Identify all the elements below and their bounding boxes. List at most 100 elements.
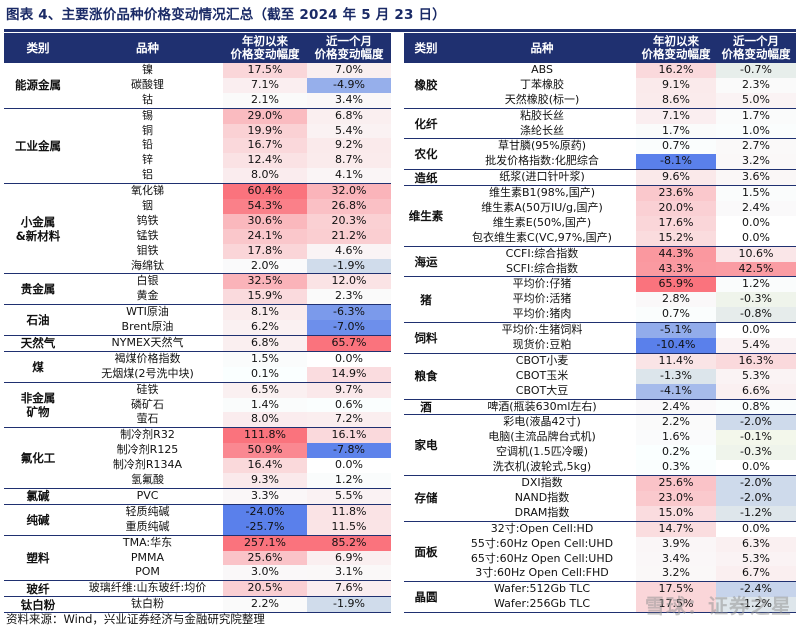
category-label: 煤 <box>32 359 44 374</box>
ytd-change-cell: 25.6% <box>636 476 716 491</box>
month-change-cell: -1.2% <box>716 597 796 613</box>
table-row: 锡 29.0% 6.8% <box>72 108 391 124</box>
table-row: 钼铁 17.8% 4.6% <box>72 243 391 259</box>
product-cell: 磷矿石 <box>131 397 164 411</box>
month-change-cell: 3.2% <box>716 154 796 170</box>
table-row: 海绵钛 2.0% -1.9% <box>72 258 391 274</box>
category-label: 钛白粉 <box>20 597 56 612</box>
header-month: 近一个月 价格变动幅度 <box>721 34 791 61</box>
table-row: CBOT玉米 -1.3% 5.3% <box>448 368 796 384</box>
category-label: 玻纤 <box>26 581 50 596</box>
ytd-change-cell: 1.6% <box>636 430 716 446</box>
ytd-change-cell: 25.6% <box>223 550 307 566</box>
month-change-cell: 7.6% <box>307 581 391 597</box>
table-row: POM 3.0% 3.1% <box>72 565 391 581</box>
product-cell: SCFI:综合指数 <box>506 261 578 275</box>
ytd-change-cell: 8.1% <box>223 305 307 321</box>
category-label: 石油 <box>26 313 50 328</box>
month-change-cell: 0.8% <box>716 399 796 415</box>
month-change-cell: 16.1% <box>307 428 391 444</box>
month-change-cell: -1.9% <box>307 258 391 274</box>
ytd-change-cell: 23.6% <box>636 186 716 202</box>
table-row: WTI原油 8.1% -6.3% <box>72 305 391 321</box>
product-cell: 锰铁 <box>136 228 159 242</box>
month-change-cell: 85.2% <box>307 535 391 551</box>
product-cell: 啤酒(瓶装630ml左右) <box>487 399 597 413</box>
product-cell: PMMA <box>130 550 165 564</box>
month-change-cell: -4.9% <box>307 77 391 93</box>
month-change-cell: -0.1% <box>716 430 796 446</box>
category-label: 存储 <box>414 491 438 506</box>
table-row: 天然橡胶(标一) 8.6% 5.0% <box>448 92 796 108</box>
product-cell: 平均价:猪肉 <box>512 307 572 321</box>
category-label: 家电 <box>414 438 438 453</box>
ytd-change-cell: -1.3% <box>636 368 716 384</box>
month-change-cell: -1.2% <box>716 505 796 521</box>
table-row: 萤石 8.0% 7.2% <box>72 412 391 428</box>
category-label: 工业金属 <box>15 138 61 153</box>
ytd-change-cell: 20.0% <box>636 201 716 216</box>
month-change-cell: 0.0% <box>742 215 770 229</box>
product-cell: 碳酸锂 <box>131 77 164 91</box>
month-change-cell: 4.6% <box>307 243 391 259</box>
table-row: 平均价:活猪 2.8% -0.3% <box>448 292 796 308</box>
category-group: 橡胶 ABS 16.2% -0.7% 丁苯橡胶 9.1% 2.3% 天然橡胶(标一) 8.6% 5… <box>404 63 796 109</box>
month-change-cell: 21.2% <box>307 228 391 244</box>
category-group: 氟化工 制冷剂R32 111.8% 16.1% 制冷剂R125 50.9% -7.8% 制冷剂… <box>4 428 391 489</box>
category-group: 纯碱 轻质纯碱 -24.0% 11.8% 重质纯碱 -25.7% 11.5% <box>4 504 391 536</box>
month-change-cell: -7.0% <box>307 320 391 336</box>
ytd-change-cell: 23.0% <box>636 490 716 506</box>
month-change-cell: 2.3% <box>716 77 796 93</box>
table-row: 轻质纯碱 -24.0% 11.8% <box>72 504 391 520</box>
product-cell: 55寸:60Hz Open Cell:UHD <box>470 536 614 550</box>
category-group: 能源金属 镍 17.5% 7.0% 碳酸锂 7.1% -4.9% 钴 2.1% 3.4% <box>4 63 391 109</box>
ytd-change-cell: 20.5% <box>223 581 307 597</box>
table-row: 批发价格指数:化肥综合 -8.1% 3.2% <box>448 154 796 170</box>
product-cell: Wafer:256Gb TLC <box>493 597 591 611</box>
product-cell: 硅铁 <box>136 382 159 396</box>
ytd-change-cell: 9.6% <box>636 170 716 186</box>
table-row: 铜 19.9% 5.4% <box>72 123 391 139</box>
month-change-cell: -0.3% <box>716 292 796 308</box>
ytd-change-cell: 15.9% <box>223 289 307 305</box>
month-change-cell: 5.5% <box>307 488 391 504</box>
table-row: 洗衣机(波轮式,5kg) 0.3% 0.0% <box>448 460 796 476</box>
product-cell: 铝 <box>142 168 153 182</box>
category-label: 面板 <box>414 544 438 559</box>
category-group: 维生素 维生素B1(98%,国产) 23.6% 1.5% 维生素A(50万IU/g,国产… <box>404 186 796 247</box>
product-cell: 锡 <box>142 108 153 122</box>
product-cell: 天然橡胶(标一) <box>504 92 580 106</box>
month-change-cell: 1.0% <box>716 123 796 139</box>
category-group: 造纸 纸浆(进口针叶浆) 9.6% 3.6% <box>404 170 796 187</box>
table-row: 彩电(液晶42寸) 2.2% -2.0% <box>448 415 796 431</box>
product-cell: 空调机(1.5匹冷暖) <box>495 445 589 459</box>
table-row: 32寸:Open Cell:HD 14.7% 0.0% <box>448 521 796 537</box>
category-label: 造纸 <box>414 170 438 185</box>
product-cell: 平均价:生猪饲料 <box>501 323 583 337</box>
month-change-cell: 3.1% <box>307 565 391 581</box>
category-group: 海运 CCFI:综合指数 44.3% 10.6% SCFI:综合指数 43.3% 42.5% <box>404 246 796 278</box>
month-change-cell: 11.8% <box>307 504 391 520</box>
product-cell: 维生素B1(98%,国产) <box>488 186 596 200</box>
table-row: 重质纯碱 -25.7% 11.5% <box>72 519 391 535</box>
left-table-body: 能源金属镍 17.5% 7.0% 碳酸锂 7.1% -4.9% 钴 2.1% 3.4% 工业金属锡… <box>4 63 391 614</box>
month-change-cell: -2.0% <box>716 415 796 431</box>
month-change-cell: 6.3% <box>716 536 796 552</box>
table-row: CCFI:综合指数 44.3% 10.6% <box>448 246 796 262</box>
product-cell: 维生素A(50万IU/g,国产) <box>481 201 603 215</box>
table-row: 碳酸锂 7.1% -4.9% <box>72 77 391 93</box>
table-row: 平均价:生猪饲料 -5.1% 0.0% <box>448 323 796 339</box>
month-change-cell: -0.3% <box>716 445 796 461</box>
product-cell: 铟 <box>142 199 153 213</box>
table-row: PMMA 25.6% 6.9% <box>72 550 391 566</box>
ytd-change-cell: 2.2% <box>636 415 716 431</box>
ytd-change-cell: 6.2% <box>223 320 307 336</box>
left-table-header: 类别 品种 年初以来 价格变动幅度 近一个月 价格变动幅度 <box>4 33 391 63</box>
month-change-cell: 1.2% <box>716 277 796 293</box>
month-change-cell: 1.5% <box>716 186 796 202</box>
product-cell: 萤石 <box>136 412 159 426</box>
table-row: 钴 2.1% 3.4% <box>72 92 391 108</box>
product-cell: Wafer:512Gb TLC <box>493 582 591 596</box>
ytd-change-cell: 6.5% <box>223 382 307 398</box>
product-cell: 65寸:60Hz Open Cell:UHD <box>470 551 614 565</box>
